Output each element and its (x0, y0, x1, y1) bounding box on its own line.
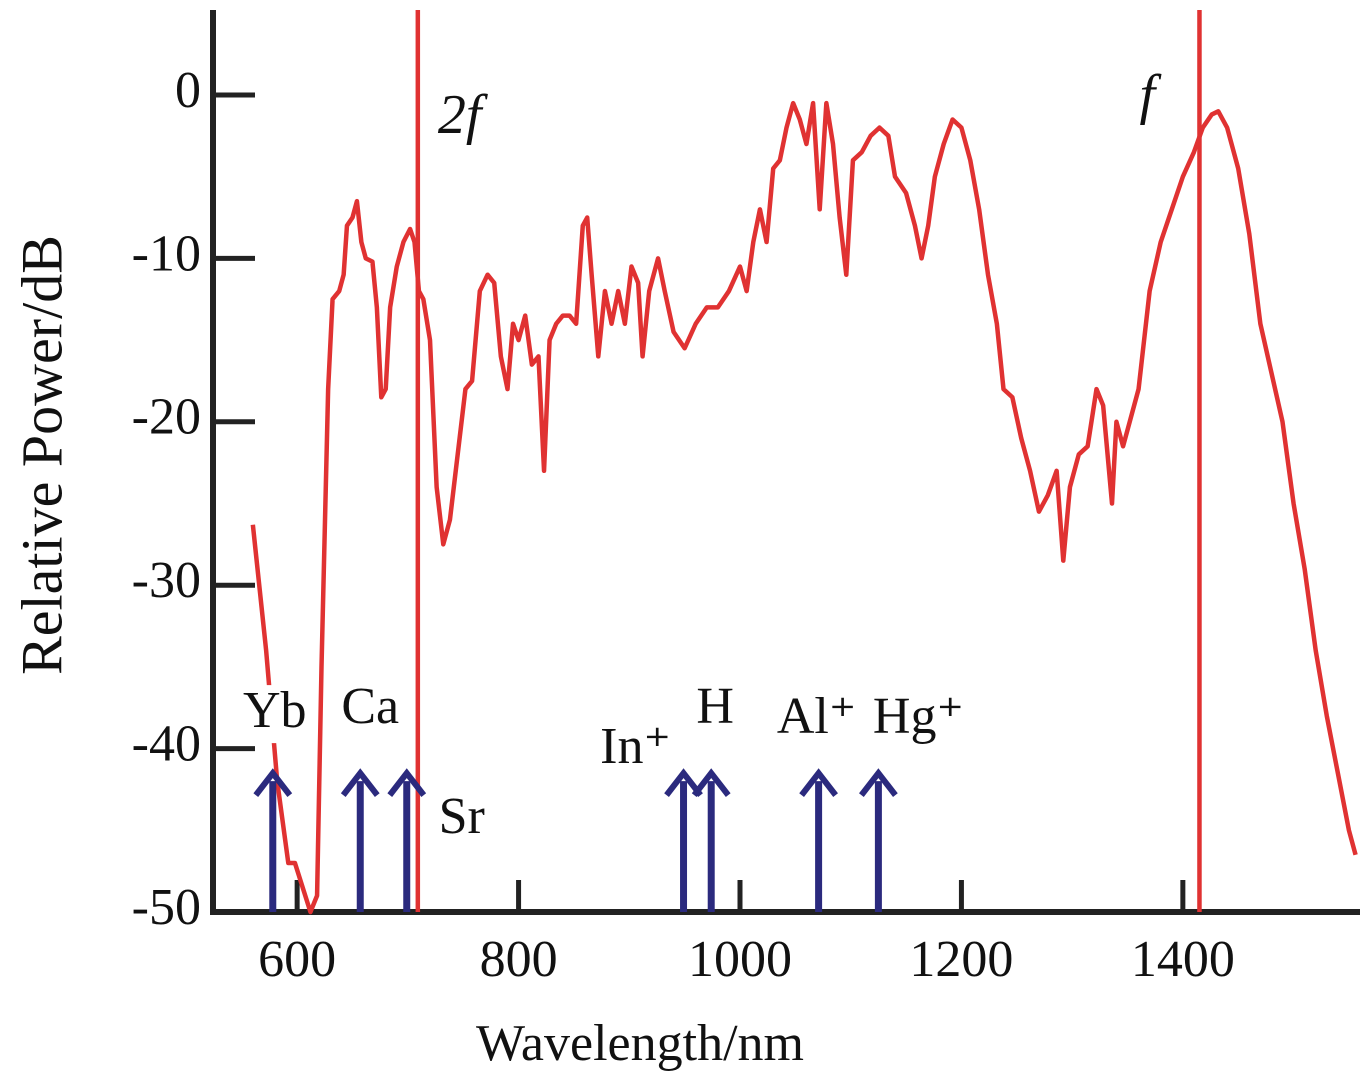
marker-arrowhead (691, 768, 731, 797)
spectrum-line (250, 100, 1358, 915)
y-tick-label: -10 (132, 225, 201, 282)
x-tick-label: 1400 (1131, 931, 1235, 988)
x-tick-label: 600 (258, 931, 336, 988)
y-tick-label: -40 (132, 716, 201, 773)
marker-arrowhead (387, 768, 427, 797)
marker-label: Ca (341, 678, 399, 735)
y-tick-label: -50 (132, 879, 201, 936)
reference-label: 2f (438, 84, 489, 146)
reference-label: f (1139, 64, 1162, 126)
marker-arrowhead (340, 768, 380, 797)
y-axis-label: Relative Power/dB (9, 235, 74, 675)
x-tick-label: 800 (480, 931, 558, 988)
marker-label: In⁺ (600, 718, 671, 775)
x-axis-label: Wavelength/nm (476, 1015, 804, 1072)
x-tick-label: 1000 (688, 931, 792, 988)
y-tick-label: 0 (175, 62, 201, 119)
marker-label: Al⁺ (777, 688, 856, 745)
marker-arrowhead (859, 768, 898, 797)
y-tick-label: -20 (132, 389, 201, 446)
marker-label: Yb (243, 682, 307, 739)
x-tick-label: 1200 (909, 931, 1013, 988)
marker-arrowhead (664, 768, 703, 797)
marker-arrowhead (253, 768, 293, 797)
label-background (232, 685, 313, 744)
marker-label: H (696, 678, 734, 735)
marker-label: Sr (439, 788, 485, 845)
marker-label: Hg⁺ (873, 688, 964, 745)
y-tick-label: -30 (132, 552, 201, 609)
marker-arrowhead (799, 768, 838, 797)
